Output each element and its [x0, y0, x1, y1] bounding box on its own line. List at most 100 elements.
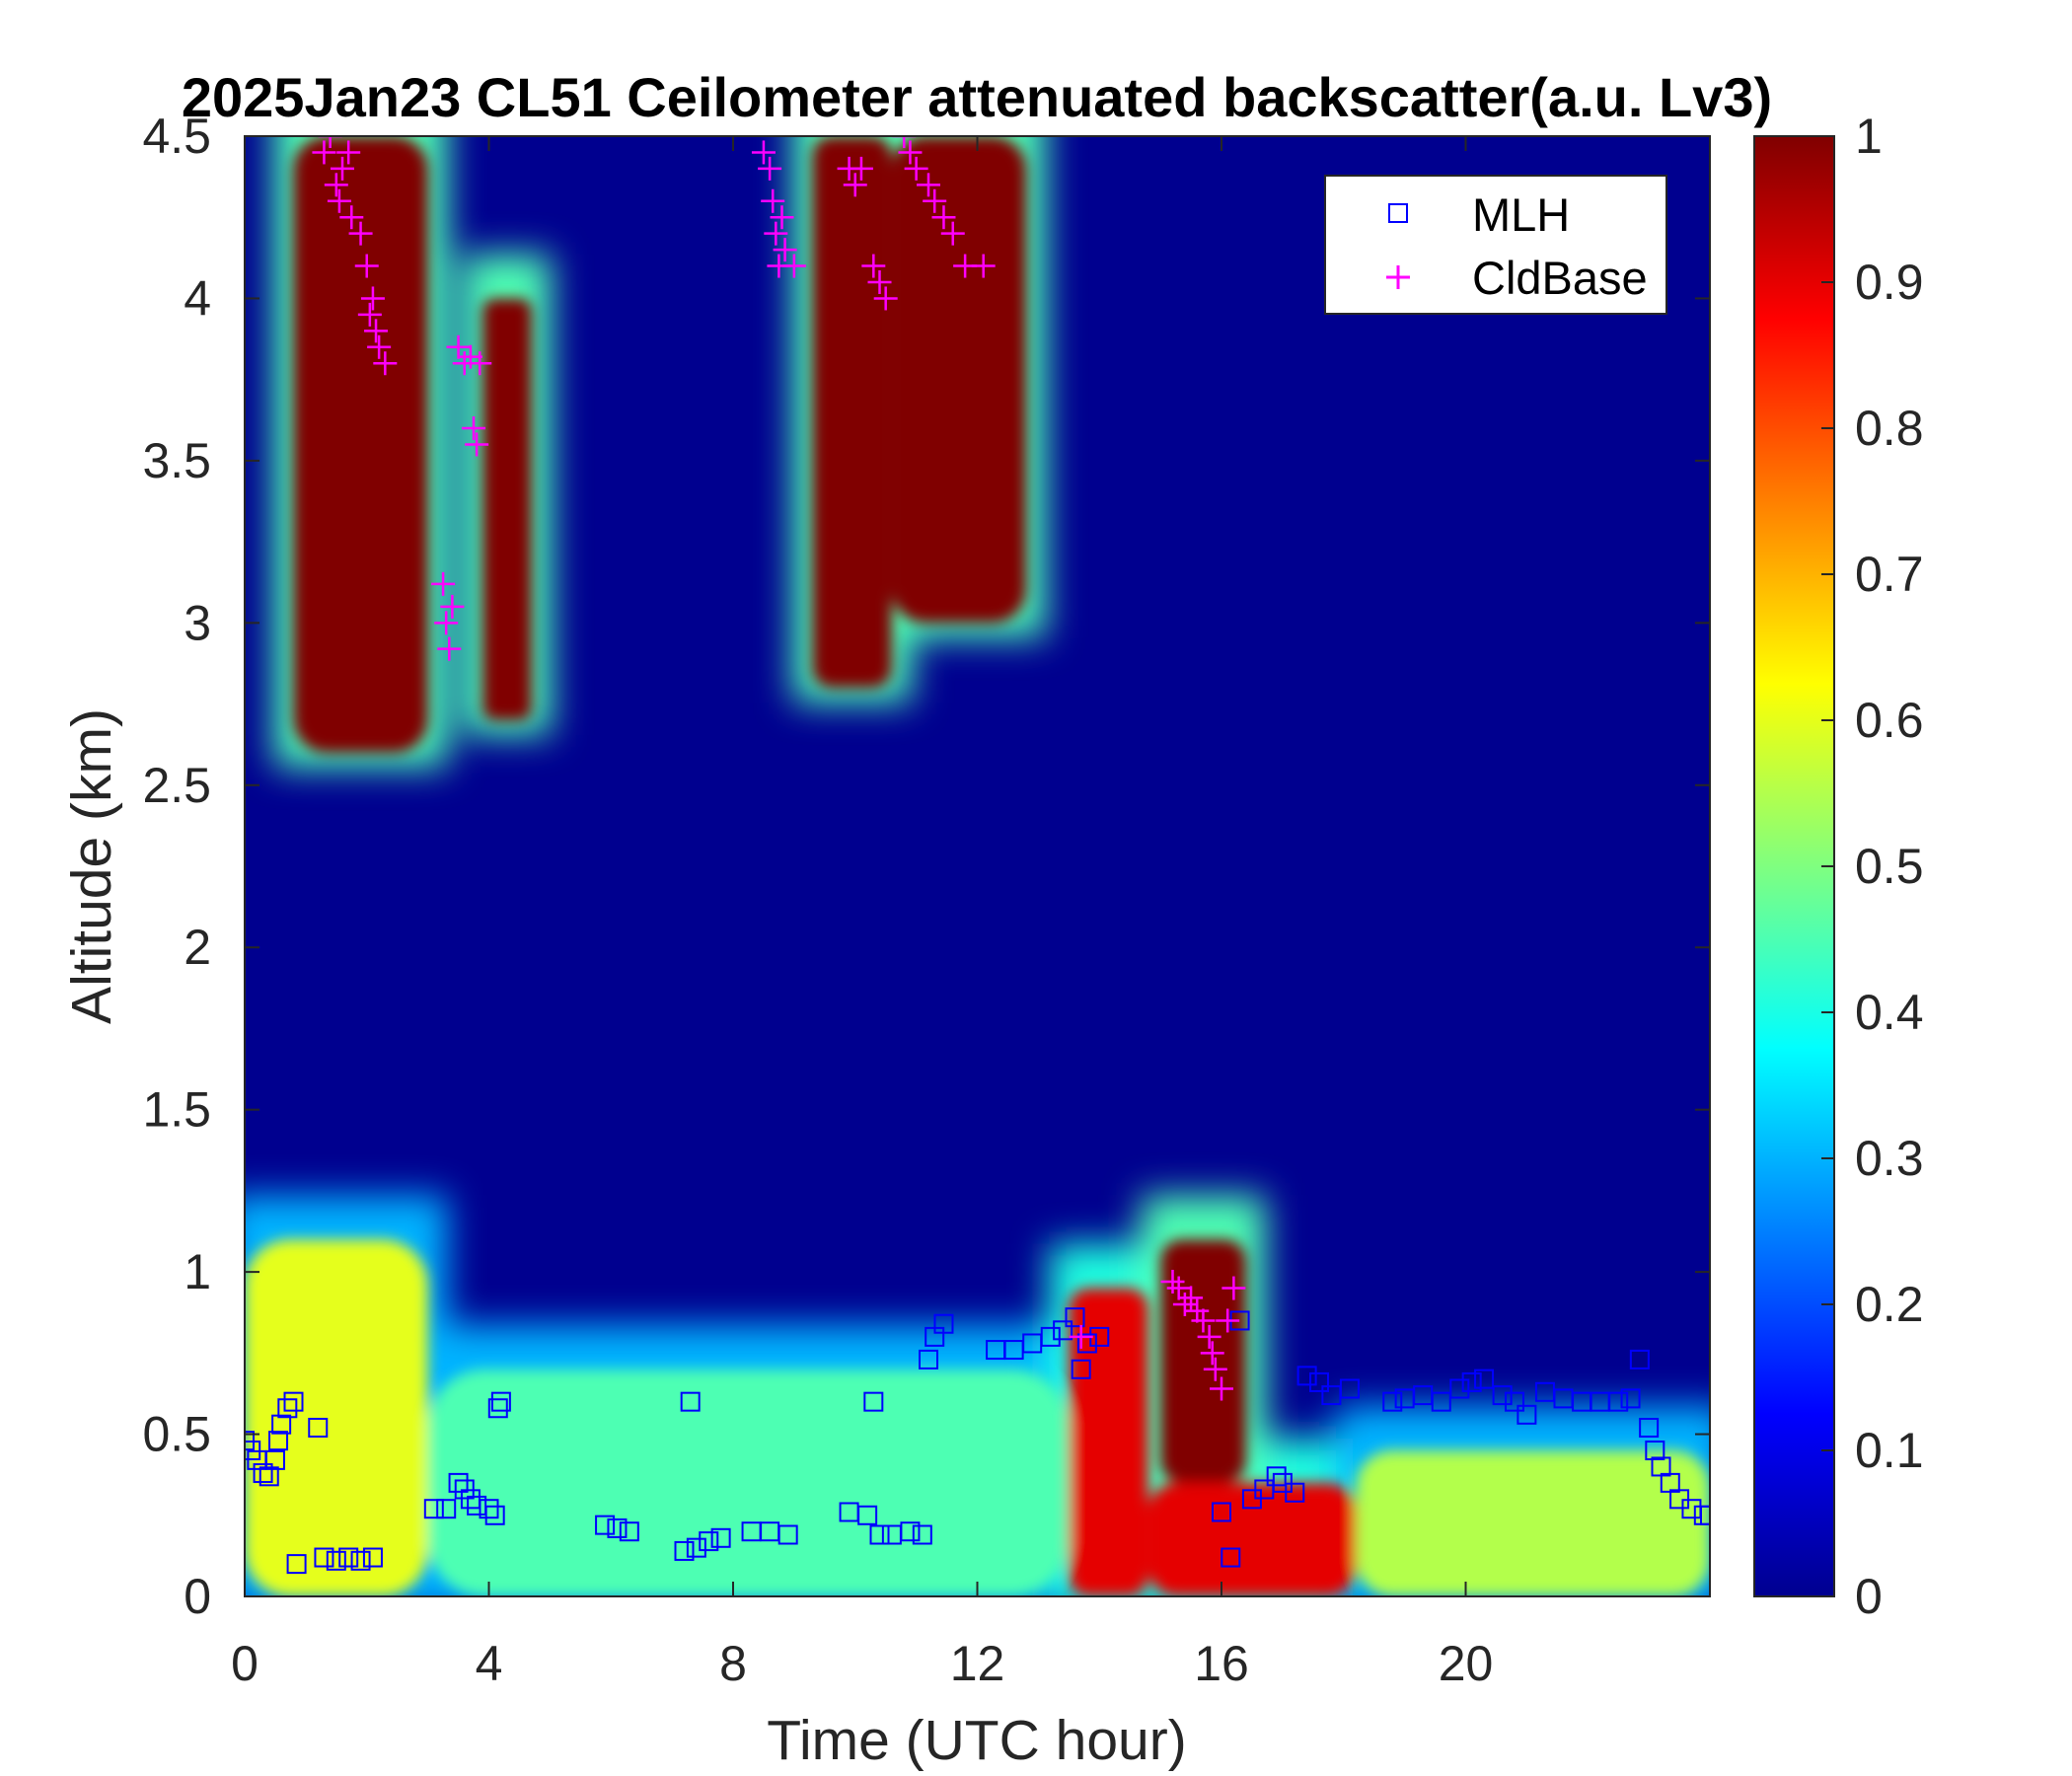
mlh-point: [487, 1398, 508, 1419]
y-tick-label: 1: [184, 1244, 211, 1299]
cldbase-point: [849, 156, 873, 181]
cldbase-point: [940, 221, 965, 246]
y-axis-ticks: 0 0.5 1 1.5 2 2.5 3 3.5 4 4.5: [142, 109, 1710, 1624]
x-tick-label: 20: [1439, 1636, 1494, 1691]
mlh-point: [863, 1391, 884, 1412]
cldbase-point: [462, 416, 486, 440]
mlh-point: [1296, 1366, 1317, 1386]
cldbase-point: [367, 334, 392, 359]
colorbar-gradient: [1753, 135, 1835, 1597]
x-tick-label: 8: [719, 1636, 747, 1691]
mlh-point: [1285, 1482, 1305, 1503]
x-tick-label: 4: [476, 1636, 503, 1691]
mlh-point: [423, 1499, 444, 1519]
y-tick-label: 0: [184, 1569, 211, 1624]
cldbase-point: [843, 173, 867, 197]
mlh-point: [1620, 1388, 1641, 1409]
mlh-point: [264, 1449, 285, 1470]
mlh-point: [1700, 1505, 1710, 1525]
y-axis-label: Altitude (km): [60, 708, 123, 1024]
cldbase-point: [867, 270, 892, 294]
colorbar: 0 0.1 0.2 0.3 0.4 0.5 0.6 0.7 0.8 0.9 1: [1753, 109, 1924, 1624]
cldbase-point: [770, 205, 794, 230]
heatmap-region-5: [293, 136, 428, 753]
mlh-point: [1431, 1391, 1451, 1412]
mlh-point: [699, 1531, 719, 1552]
cldbase-point: [873, 286, 898, 311]
mlh-point: [1040, 1326, 1061, 1347]
cldbase-point: [440, 594, 465, 619]
mlh-point: [1449, 1378, 1470, 1399]
mlh-point: [1071, 1359, 1091, 1379]
mlh-point: [1065, 1307, 1085, 1328]
y-tick-label: 3: [184, 595, 211, 650]
mlh-point: [362, 1547, 383, 1568]
heatmap-region-2: [1069, 1288, 1148, 1596]
mlh-point: [674, 1540, 695, 1561]
heatmap-region-3: [1147, 1482, 1357, 1596]
mlh-point: [1492, 1385, 1513, 1406]
cldbase-point: [354, 254, 379, 278]
mlh-point: [919, 1349, 938, 1369]
mlh-point: [619, 1521, 639, 1542]
cldbase-point: [931, 205, 956, 230]
cldbase-point: [917, 173, 940, 197]
cldbase-point: [339, 205, 364, 230]
mlh-point: [686, 1537, 706, 1558]
cldbase-point: [1191, 1308, 1216, 1333]
mlh-point: [308, 1417, 329, 1438]
mlh-point: [857, 1505, 878, 1525]
heatmap-core-group: [245, 136, 1710, 1596]
mlh-point: [595, 1515, 616, 1535]
heatmap-region-7: [812, 136, 892, 689]
cldbase-point: [364, 319, 389, 343]
mlh-point: [1266, 1466, 1287, 1487]
heatmap-plot-area: [245, 136, 1710, 1596]
mlh-point: [900, 1521, 921, 1542]
mlh-point: [271, 1414, 292, 1435]
x-tick-label: 16: [1194, 1636, 1249, 1691]
mlh-point: [1629, 1349, 1650, 1369]
mlh-point: [1221, 1547, 1241, 1568]
y-tick-label: 2: [184, 920, 211, 975]
cldbase-point: [331, 156, 354, 181]
x-axis-label: Time (UTC hour): [767, 1709, 1186, 1772]
x-tick-label: 0: [231, 1636, 259, 1691]
cldbase-point: [324, 173, 348, 197]
cldbase-point: [360, 286, 385, 311]
chart-title: 2025Jan23 CL51 Ceilometer attenuated bac…: [182, 66, 1772, 128]
heatmap-layers: [245, 136, 1710, 1596]
cldbase-point: [1197, 1324, 1221, 1349]
colorbar-tick-label: 0.2: [1855, 1277, 1924, 1332]
cldbase-point: [1160, 1269, 1185, 1294]
y-tick-label: 3.5: [142, 433, 211, 488]
mlh-point: [1517, 1404, 1537, 1425]
cldbase-point: [446, 334, 471, 359]
mlh-point: [933, 1313, 954, 1334]
mlh-point: [869, 1524, 890, 1545]
cldbase-point: [861, 254, 886, 278]
mlh-point: [484, 1505, 505, 1525]
cldbase-point: [898, 140, 923, 165]
mlh-point: [1076, 1333, 1097, 1354]
cldbase-point: [773, 238, 797, 262]
cldbase-point: [1179, 1286, 1204, 1310]
heatmap-region-0: [245, 1239, 428, 1596]
colorbar-tick-label: 1: [1855, 109, 1883, 164]
mlh-point: [1474, 1369, 1495, 1389]
cldbase-point: [1185, 1298, 1210, 1323]
cldbase-legend-label: CldBase: [1472, 252, 1648, 304]
mlh-point: [1639, 1417, 1660, 1438]
cldbase-point: [1172, 1293, 1197, 1316]
cldbase-point: [781, 254, 806, 278]
mlh-point: [490, 1391, 511, 1412]
y-tick-label: 2.5: [142, 758, 211, 813]
y-tick-label: 0.5: [142, 1407, 211, 1462]
cldbase-point: [465, 432, 489, 457]
mlh-point: [479, 1499, 499, 1519]
x-axis-ticks: 0 4 8 12 16 20: [231, 136, 1493, 1691]
mlh-point: [777, 1524, 798, 1545]
cldbase-point: [904, 156, 928, 181]
cldbase-point: [971, 254, 996, 278]
